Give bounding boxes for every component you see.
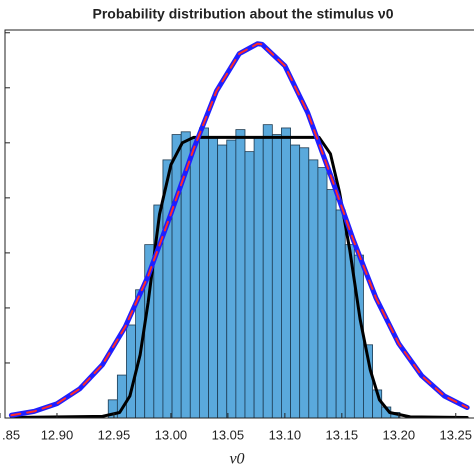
x-axis-label: ν0 bbox=[229, 451, 244, 468]
x-tick-label: .85 bbox=[2, 427, 20, 442]
histogram-bar bbox=[308, 159, 319, 418]
histogram-bar bbox=[226, 139, 237, 418]
histogram-bar bbox=[126, 324, 136, 418]
x-tick-label: 12.95 bbox=[98, 427, 131, 442]
histogram-bar bbox=[290, 144, 301, 418]
histogram-bar bbox=[262, 124, 273, 418]
histogram-bar bbox=[244, 151, 255, 418]
x-tick-label: 13.25 bbox=[439, 427, 472, 442]
histogram-bar bbox=[317, 167, 328, 418]
histogram-bar bbox=[281, 127, 291, 418]
histogram-bar bbox=[299, 147, 310, 418]
histogram-bar bbox=[217, 144, 228, 418]
x-tick-label: 13.10 bbox=[269, 427, 302, 442]
x-tick-label: 12.90 bbox=[41, 427, 74, 442]
x-tick-label: 13.05 bbox=[212, 427, 245, 442]
histogram-bar bbox=[189, 137, 200, 418]
histogram-bar bbox=[253, 137, 264, 418]
histogram-bar bbox=[171, 134, 182, 418]
curve bbox=[8, 41, 470, 418]
histogram-bar bbox=[208, 137, 219, 418]
chart-title: Probability distribution about the stimu… bbox=[92, 6, 393, 22]
plot-area bbox=[8, 41, 470, 418]
x-tick-label: 13.20 bbox=[383, 427, 416, 442]
curve bbox=[9, 135, 469, 418]
plot-frame bbox=[4, 29, 474, 419]
histogram-bar bbox=[271, 134, 282, 418]
x-tick-label: 13.15 bbox=[326, 427, 359, 442]
x-tick-label: 13.00 bbox=[155, 427, 188, 442]
histogram-bar bbox=[198, 127, 209, 418]
histogram-bar bbox=[335, 209, 346, 418]
histogram-bar bbox=[235, 129, 246, 418]
histogram-bar bbox=[326, 189, 337, 418]
